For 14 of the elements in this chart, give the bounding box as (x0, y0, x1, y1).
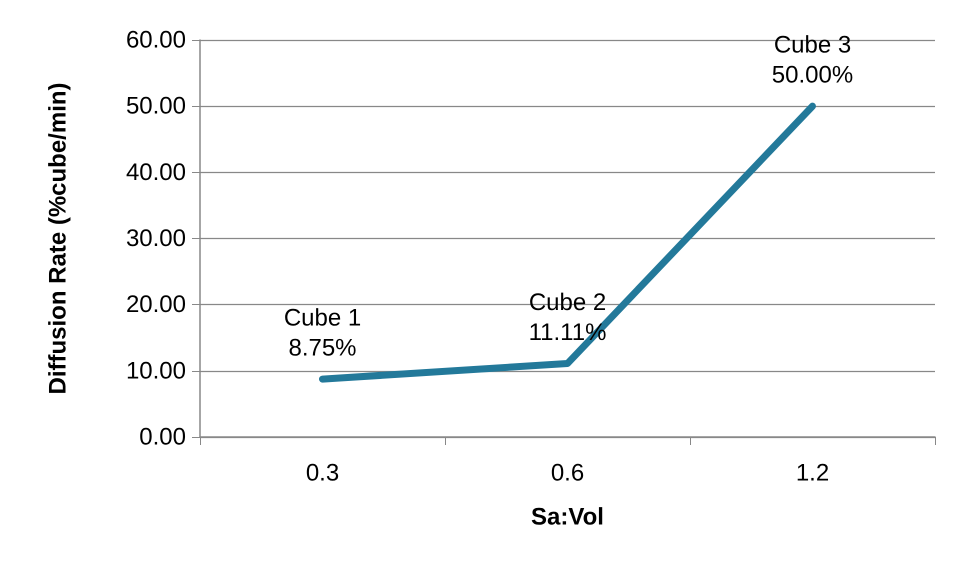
y-tick-label: 30.00 (126, 225, 186, 252)
x-tick-label: 0.6 (550, 460, 584, 486)
x-axis-title: Sa:Vol (531, 504, 604, 530)
x-tick-label: 1.2 (796, 460, 830, 486)
y-tick-label: 50.00 (126, 92, 186, 120)
y-axis-title: Diffusion Rate (%cube/min) (44, 82, 72, 395)
x-tick-label: 0.3 (306, 460, 340, 486)
y-tick-label: 10.00 (126, 357, 186, 384)
y-tick-label: 20.00 (126, 291, 186, 318)
y-tick-label: 40.00 (126, 158, 186, 186)
data-label: Cube 1 8.75% (284, 304, 362, 362)
data-label: Cube 3 50.00% (772, 32, 854, 89)
y-tick-label: 60.00 (126, 26, 186, 54)
y-tick-label: 0.00 (139, 424, 186, 450)
